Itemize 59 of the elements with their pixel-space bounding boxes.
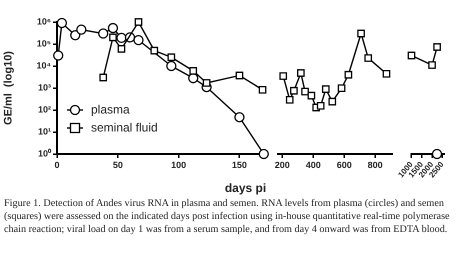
y-tick-label: 10⁰ bbox=[38, 148, 52, 158]
point bbox=[189, 67, 198, 75]
point bbox=[382, 70, 390, 78]
y-tick-label: 10² bbox=[38, 104, 51, 114]
point bbox=[357, 30, 365, 38]
y-tick-label: 10⁶ bbox=[36, 16, 51, 26]
point bbox=[98, 28, 108, 39]
point bbox=[70, 30, 80, 40]
point bbox=[118, 45, 126, 53]
point bbox=[133, 34, 144, 46]
x-tick-label: 600 bbox=[336, 160, 352, 170]
point bbox=[234, 112, 245, 122]
point bbox=[316, 102, 325, 110]
point bbox=[364, 54, 372, 62]
point bbox=[432, 148, 442, 160]
legend-label: plasma bbox=[91, 102, 130, 116]
point bbox=[279, 72, 288, 80]
point bbox=[188, 73, 198, 84]
point bbox=[56, 18, 68, 28]
caption: Figure 1. Detection of Andes virus RNA in plasma and semen. RNA levels from plasma (circles) and semen (squares) were assessed on the indicated days post infection using in-house quantitative real-time polymerase chain reaction; viral load on day 1 was from a serum sample, and from day 4 onward was from EDTA blood. bbox=[4, 197, 451, 236]
legend-label: seminal fluid bbox=[91, 120, 158, 134]
point bbox=[258, 148, 269, 160]
point bbox=[134, 18, 142, 26]
x-tick-label: 150 bbox=[232, 160, 247, 170]
point bbox=[290, 86, 298, 95]
x-tick-label: 200 bbox=[274, 160, 290, 170]
point bbox=[202, 79, 210, 87]
y-tick-label: 10⁵ bbox=[36, 38, 51, 48]
point bbox=[236, 72, 244, 80]
x-tick-label: 50 bbox=[112, 160, 123, 170]
x-tick-label: 0 bbox=[54, 160, 60, 170]
point bbox=[408, 52, 416, 60]
point bbox=[76, 24, 86, 35]
point bbox=[301, 88, 309, 96]
point bbox=[344, 70, 352, 79]
point bbox=[328, 98, 336, 106]
x-tick-label: 800 bbox=[368, 160, 383, 170]
x-tick-label: 100 bbox=[171, 160, 186, 170]
point bbox=[109, 34, 117, 42]
y-tick-label: 10⁴ bbox=[36, 60, 51, 70]
point bbox=[168, 53, 176, 62]
point bbox=[53, 50, 64, 61]
point bbox=[428, 61, 436, 69]
point bbox=[433, 43, 441, 51]
point bbox=[338, 84, 346, 92]
x-axis-title: days pi bbox=[224, 181, 266, 196]
point bbox=[166, 60, 176, 72]
x-tick-label: 400 bbox=[306, 160, 321, 170]
point bbox=[322, 85, 330, 93]
point bbox=[108, 22, 118, 34]
point bbox=[150, 46, 158, 54]
y-tick-label: 10¹ bbox=[38, 126, 51, 136]
y-tick-label: 10³ bbox=[38, 82, 51, 92]
point bbox=[297, 69, 305, 77]
point bbox=[286, 96, 294, 104]
y-axis-title: GE/ml (log10) bbox=[2, 50, 15, 125]
point bbox=[99, 74, 108, 82]
point bbox=[308, 92, 316, 100]
point bbox=[258, 86, 266, 94]
